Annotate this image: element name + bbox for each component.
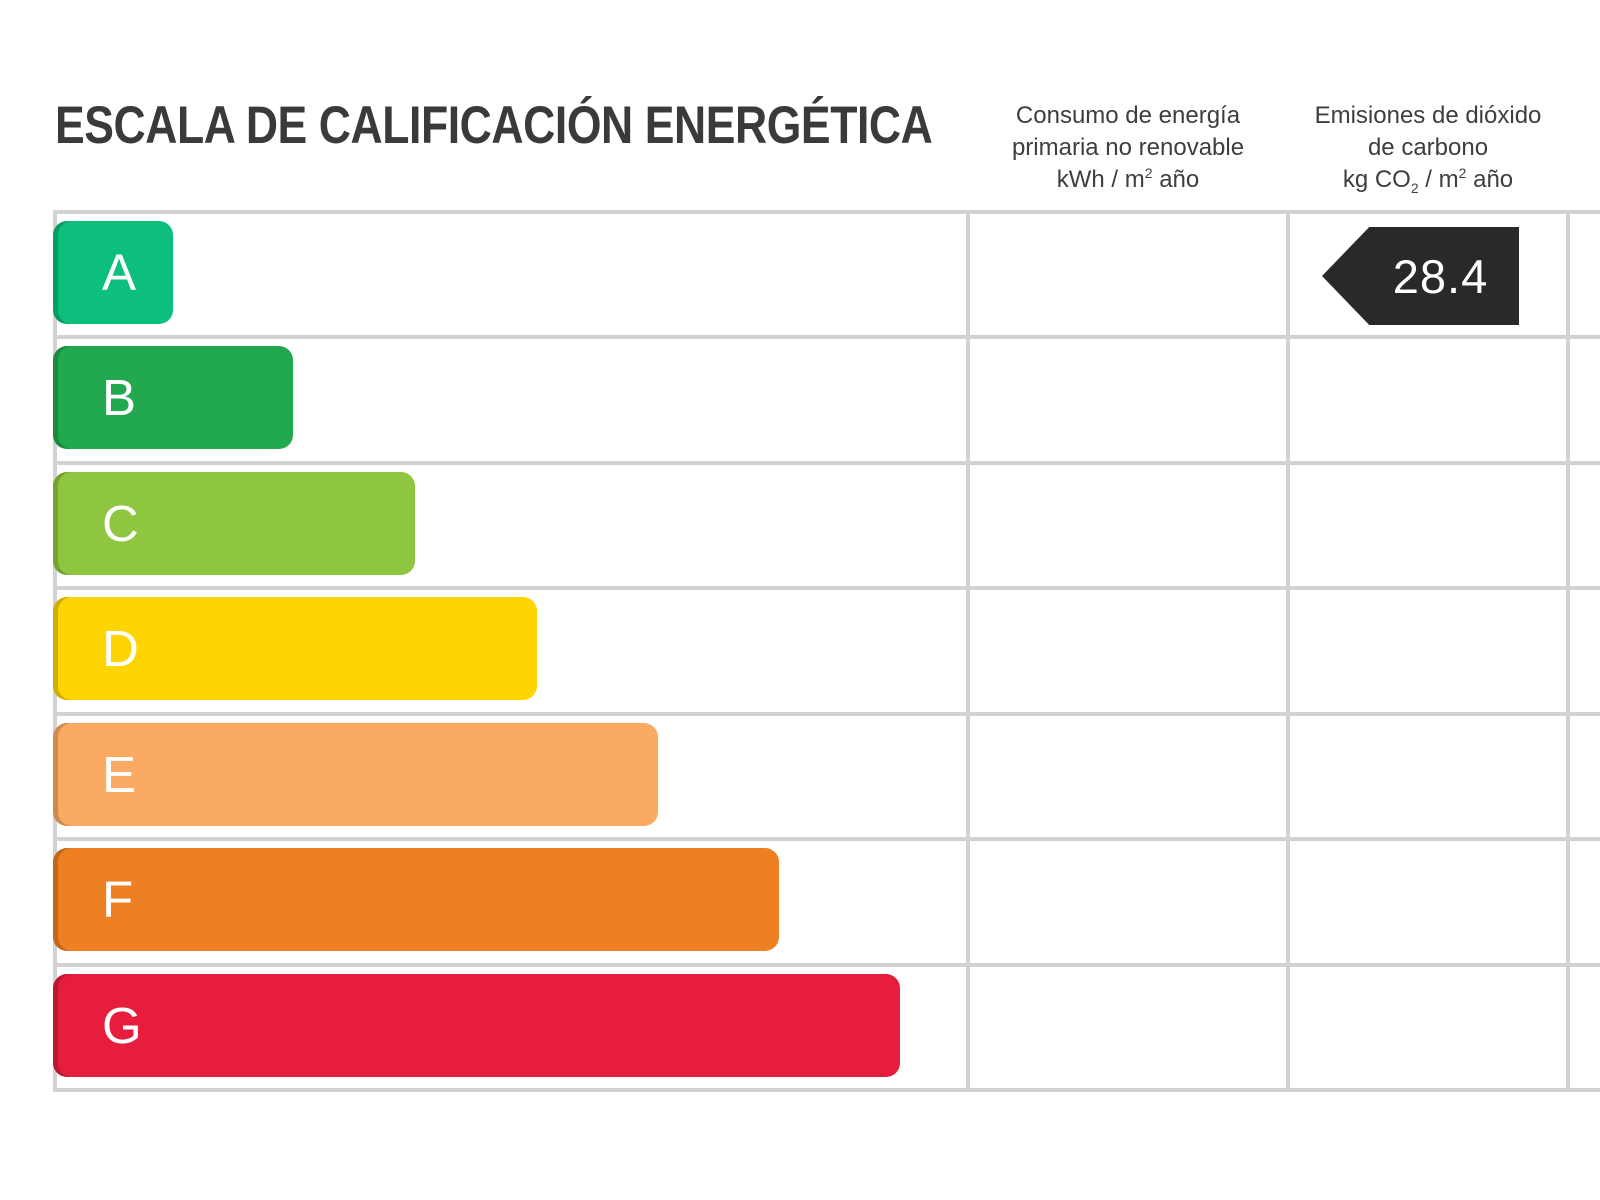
grid-row-line-6 — [53, 963, 1600, 967]
page-title: ESCALA DE CALIFICACIÓN ENERGÉTICA — [55, 96, 933, 155]
grid-column-line-1 — [966, 210, 970, 1092]
rating-letter-f: F — [102, 871, 134, 928]
energy-header-unit: kWh / m2 año — [1056, 165, 1200, 193]
co2-header-line1: Emisiones de dióxido — [1314, 102, 1542, 129]
rating-letter-e: E — [102, 746, 137, 803]
rating-bar-a: A — [53, 221, 173, 324]
rating-bar-e: E — [53, 723, 658, 826]
rating-letter-d: D — [102, 620, 139, 677]
grid-column-line-2 — [1286, 210, 1290, 1092]
rating-bar-g: G — [53, 974, 900, 1077]
subscript-2: 2 — [1410, 179, 1419, 196]
superscript-2: 2 — [1458, 165, 1467, 181]
grid-row-line-1 — [53, 335, 1600, 339]
column-header-energy-consumption: Consumo de energía primaria no renovable… — [958, 100, 1298, 196]
co2-value-indicator-arrow: 28.4 — [1322, 227, 1519, 325]
rating-bar-d: D — [53, 597, 537, 700]
energy-header-line1: Consumo de energía — [1015, 102, 1241, 129]
rating-bar-f: F — [53, 848, 779, 951]
rating-letter-a: A — [102, 244, 137, 301]
grid-row-line-5 — [53, 837, 1600, 841]
grid-row-line-4 — [53, 712, 1600, 716]
rating-bar-c: C — [53, 472, 415, 575]
grid-column-line-3 — [1566, 210, 1570, 1092]
rating-letter-c: C — [102, 495, 139, 552]
rating-letter-g: G — [102, 997, 142, 1054]
grid-row-line-7 — [53, 1088, 1600, 1092]
co2-value: 28.4 — [1392, 249, 1489, 303]
superscript-2: 2 — [1144, 165, 1153, 181]
energy-header-line2: primaria no renovable — [1011, 134, 1245, 161]
grid-row-line-3 — [53, 586, 1600, 590]
rating-letter-b: B — [102, 369, 137, 426]
co2-header-unit: kg CO2 / m2 año — [1342, 165, 1514, 196]
column-header-co2-emissions: Emisiones de dióxido de carbono kg CO2 /… — [1268, 100, 1588, 196]
rating-bar-b: B — [53, 346, 293, 449]
grid-row-line-2 — [53, 461, 1600, 465]
co2-header-line2: de carbono — [1367, 134, 1489, 161]
grid-row-line-0 — [53, 210, 1600, 214]
